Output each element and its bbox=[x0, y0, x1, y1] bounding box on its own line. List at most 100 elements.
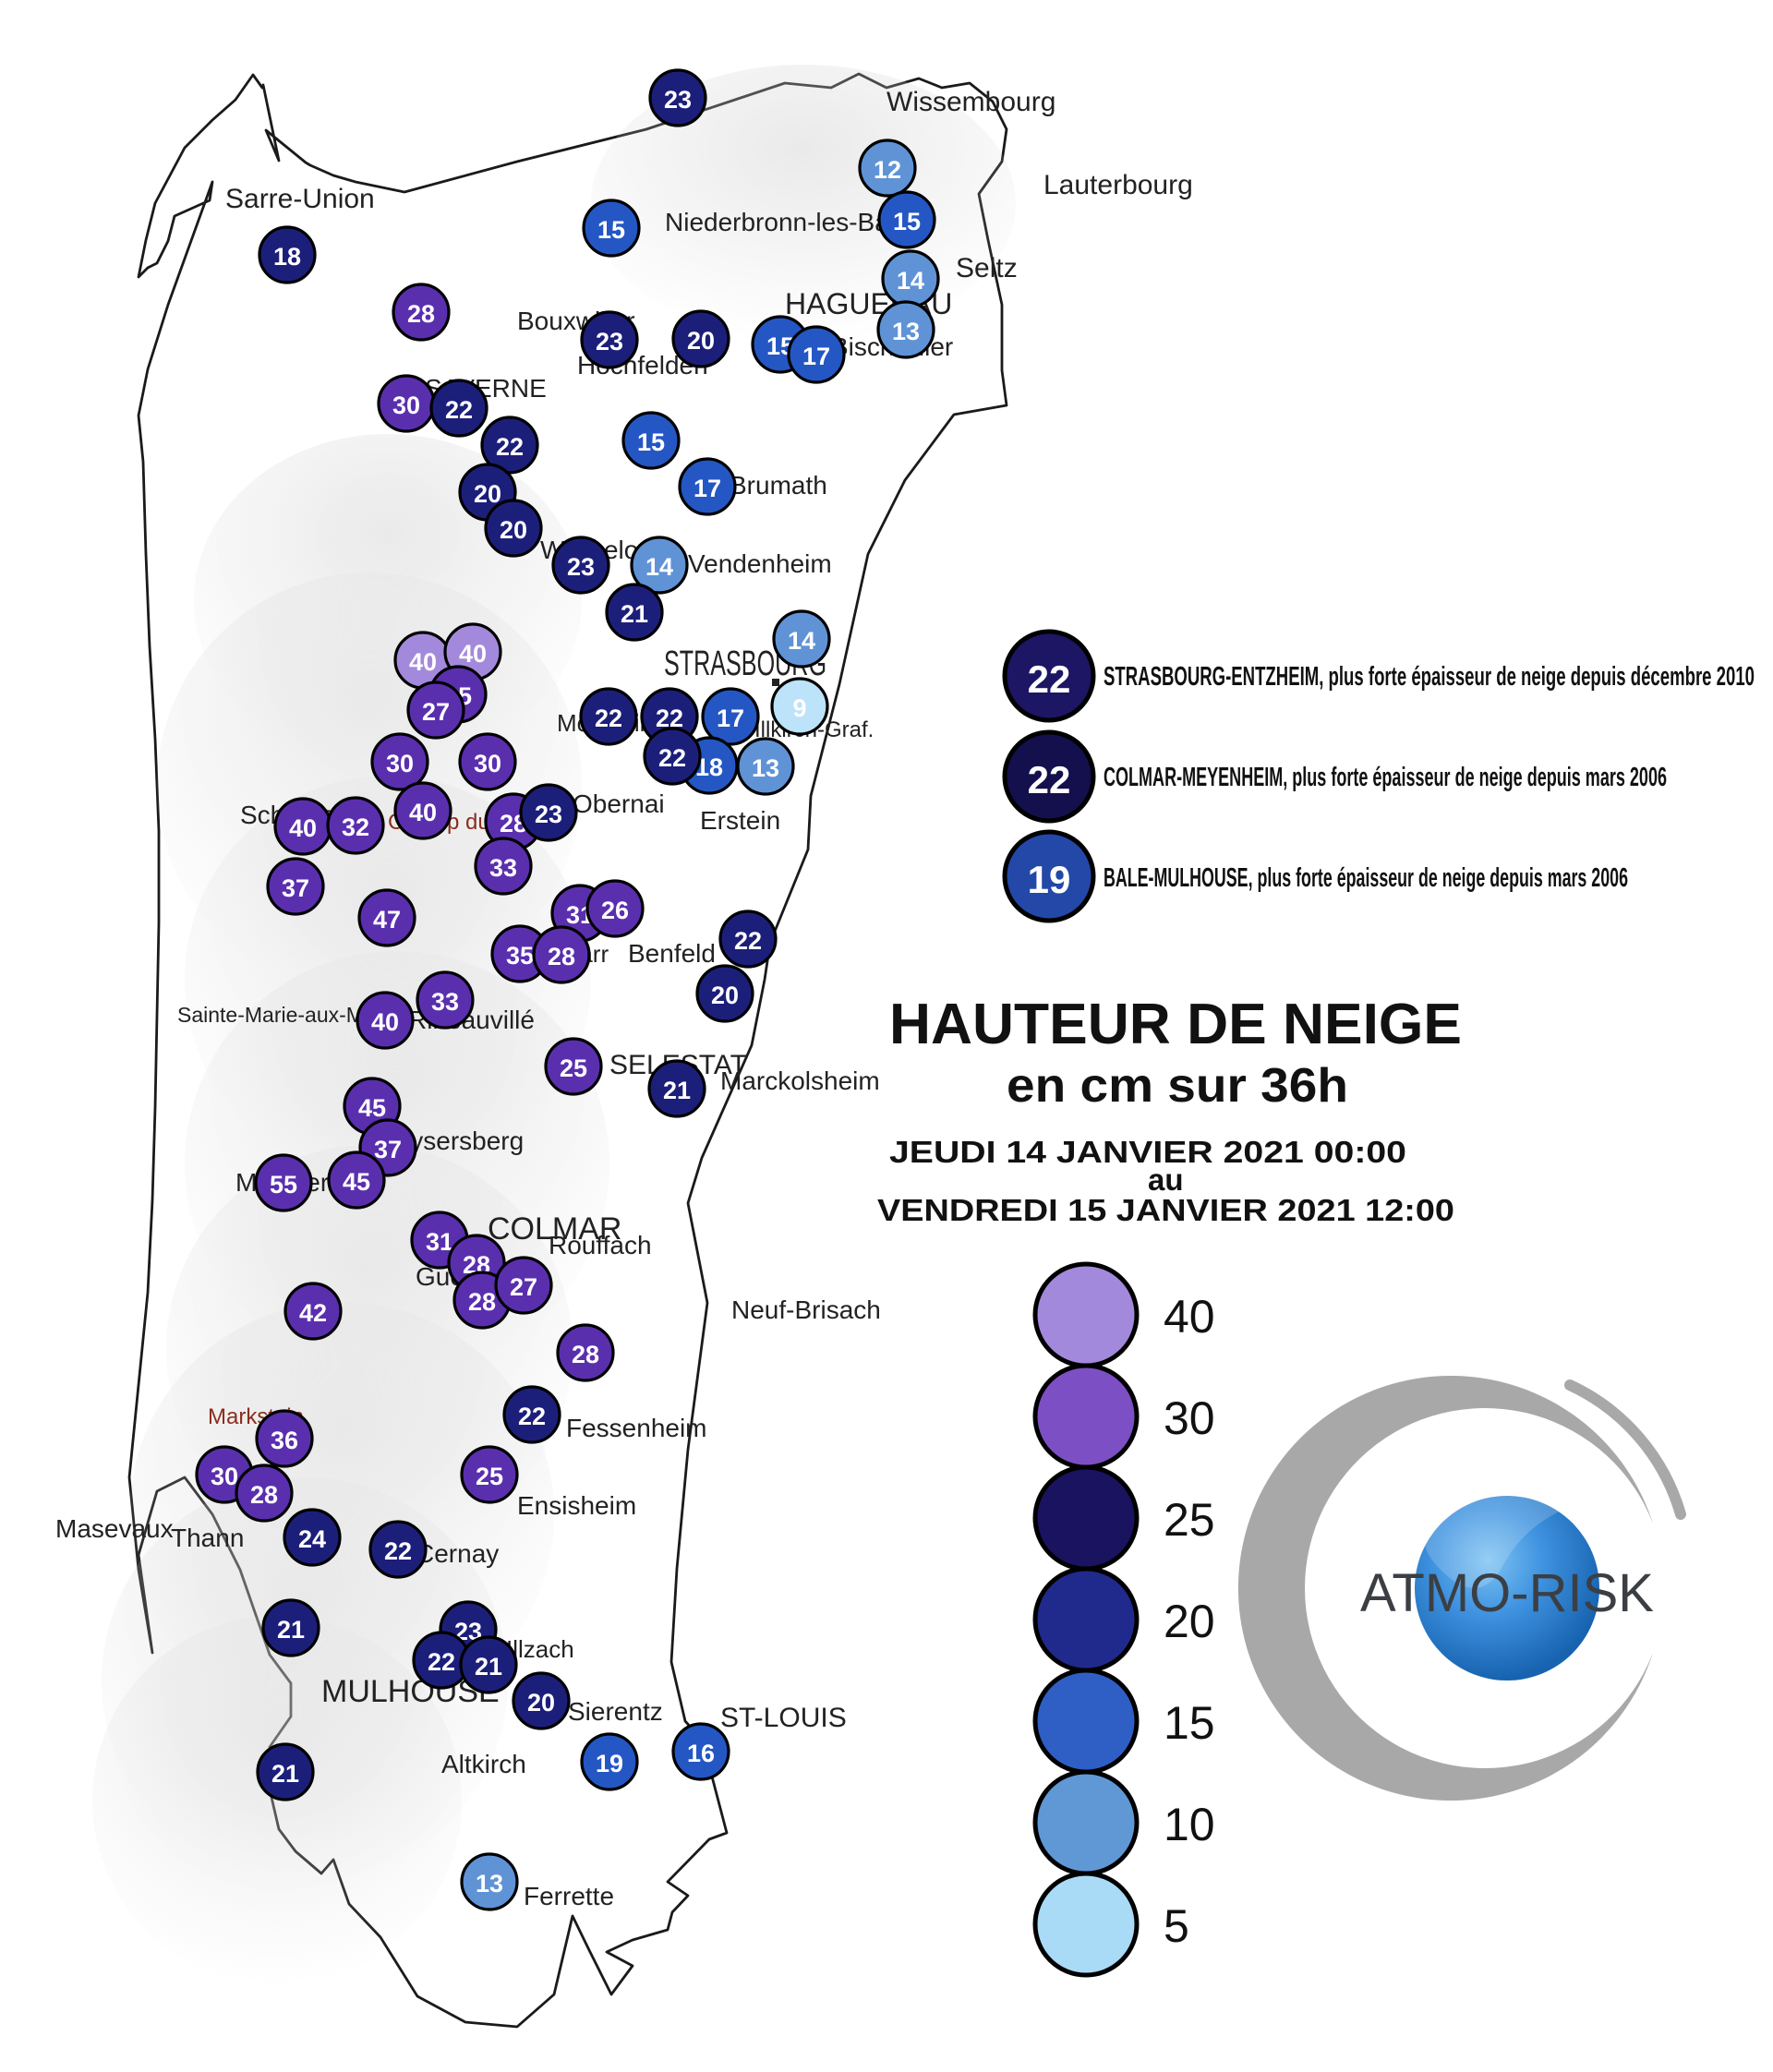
svg-text:22: 22 bbox=[445, 396, 473, 424]
svg-text:22: 22 bbox=[658, 744, 686, 772]
svg-text:32: 32 bbox=[342, 813, 369, 841]
svg-text:Vendenheim: Vendenheim bbox=[688, 549, 832, 578]
svg-text:25: 25 bbox=[560, 1054, 587, 1082]
svg-text:VENDREDI 15 JANVIER 2021 12:00: VENDREDI 15 JANVIER 2021 12:00 bbox=[877, 1193, 1454, 1227]
svg-text:33: 33 bbox=[489, 854, 517, 882]
svg-text:22: 22 bbox=[518, 1403, 546, 1430]
svg-text:55: 55 bbox=[270, 1171, 297, 1199]
svg-text:45: 45 bbox=[343, 1168, 370, 1196]
svg-text:40: 40 bbox=[289, 814, 317, 842]
svg-text:22: 22 bbox=[734, 927, 762, 955]
svg-text:40: 40 bbox=[409, 799, 437, 826]
svg-text:Fessenheim: Fessenheim bbox=[566, 1414, 707, 1442]
svg-text:21: 21 bbox=[621, 600, 648, 628]
svg-text:40: 40 bbox=[459, 640, 487, 668]
svg-text:22: 22 bbox=[384, 1537, 412, 1565]
svg-text:15: 15 bbox=[893, 208, 921, 235]
svg-text:Sarre-Union: Sarre-Union bbox=[225, 184, 375, 214]
svg-text:28: 28 bbox=[468, 1288, 496, 1316]
svg-text:30: 30 bbox=[386, 750, 414, 777]
svg-text:BALE-MULHOUSE, plus forte épai: BALE-MULHOUSE, plus forte épaisseur de n… bbox=[1104, 863, 1628, 893]
svg-text:Obernai: Obernai bbox=[573, 789, 665, 818]
svg-text:Altkirch: Altkirch bbox=[441, 1750, 526, 1778]
svg-text:14: 14 bbox=[788, 627, 815, 655]
svg-text:36: 36 bbox=[271, 1427, 298, 1454]
svg-text:26: 26 bbox=[601, 897, 629, 924]
svg-text:13: 13 bbox=[476, 1870, 503, 1897]
svg-text:STRASBOURG-ENTZHEIM, plus fort: STRASBOURG-ENTZHEIM, plus forte épaisseu… bbox=[1104, 662, 1755, 692]
svg-text:40: 40 bbox=[1164, 1291, 1215, 1343]
svg-text:35: 35 bbox=[506, 942, 534, 970]
svg-text:Benfeld: Benfeld bbox=[628, 939, 716, 968]
svg-text:15: 15 bbox=[597, 216, 625, 244]
svg-text:16: 16 bbox=[687, 1740, 715, 1767]
svg-text:22: 22 bbox=[1028, 758, 1071, 801]
svg-text:22: 22 bbox=[496, 433, 524, 461]
svg-text:au: au bbox=[1148, 1162, 1184, 1197]
svg-text:13: 13 bbox=[752, 754, 779, 782]
svg-text:21: 21 bbox=[277, 1616, 305, 1644]
svg-text:40: 40 bbox=[371, 1008, 399, 1036]
svg-text:30: 30 bbox=[392, 392, 420, 419]
svg-text:23: 23 bbox=[535, 801, 562, 828]
svg-text:23: 23 bbox=[567, 553, 595, 581]
svg-text:17: 17 bbox=[802, 343, 830, 370]
svg-text:28: 28 bbox=[250, 1481, 278, 1509]
svg-text:20: 20 bbox=[527, 1689, 555, 1717]
svg-text:21: 21 bbox=[475, 1653, 502, 1680]
svg-text:47: 47 bbox=[373, 906, 401, 934]
svg-text:19: 19 bbox=[1028, 858, 1071, 901]
svg-text:22: 22 bbox=[428, 1648, 455, 1676]
svg-text:15: 15 bbox=[1164, 1697, 1215, 1749]
svg-text:30: 30 bbox=[211, 1463, 238, 1490]
svg-text:ST-LOUIS: ST-LOUIS bbox=[720, 1703, 847, 1733]
svg-text:42: 42 bbox=[299, 1299, 327, 1327]
svg-text:28: 28 bbox=[548, 943, 575, 970]
svg-text:17: 17 bbox=[717, 705, 744, 732]
svg-text:Cernay: Cernay bbox=[416, 1539, 499, 1568]
svg-text:14: 14 bbox=[897, 267, 924, 295]
svg-text:Ensisheim: Ensisheim bbox=[517, 1491, 636, 1520]
svg-text:Thann: Thann bbox=[171, 1524, 244, 1552]
svg-text:25: 25 bbox=[476, 1463, 503, 1490]
svg-text:COLMAR-MEYENHEIM, plus forte é: COLMAR-MEYENHEIM, plus forte épaisseur d… bbox=[1104, 763, 1667, 792]
svg-text:Marckolsheim: Marckolsheim bbox=[720, 1066, 880, 1095]
svg-text:14: 14 bbox=[645, 553, 673, 581]
svg-text:Ferrette: Ferrette bbox=[524, 1882, 614, 1910]
svg-text:Erstein: Erstein bbox=[700, 806, 780, 835]
svg-text:28: 28 bbox=[572, 1341, 599, 1368]
svg-text:20: 20 bbox=[1164, 1596, 1215, 1647]
svg-text:22: 22 bbox=[595, 705, 622, 732]
svg-text:40: 40 bbox=[409, 648, 437, 676]
svg-text:23: 23 bbox=[664, 86, 692, 114]
svg-text:31: 31 bbox=[426, 1228, 453, 1256]
svg-text:ATMO-RISK: ATMO-RISK bbox=[1360, 1563, 1654, 1623]
svg-text:Brumath: Brumath bbox=[730, 471, 827, 500]
svg-text:Wissembourg: Wissembourg bbox=[886, 87, 1055, 117]
svg-text:15: 15 bbox=[637, 428, 665, 456]
svg-text:28: 28 bbox=[407, 300, 435, 328]
svg-text:45: 45 bbox=[358, 1094, 386, 1122]
svg-text:37: 37 bbox=[374, 1136, 402, 1163]
svg-text:18: 18 bbox=[273, 243, 301, 271]
svg-text:30: 30 bbox=[1164, 1392, 1215, 1444]
svg-text:19: 19 bbox=[596, 1750, 623, 1777]
svg-text:27: 27 bbox=[510, 1273, 537, 1301]
svg-text:37: 37 bbox=[282, 874, 309, 902]
svg-text:27: 27 bbox=[422, 698, 450, 726]
svg-text:21: 21 bbox=[271, 1760, 299, 1788]
svg-text:17: 17 bbox=[694, 475, 721, 502]
svg-text:5: 5 bbox=[1164, 1900, 1189, 1952]
svg-text:en cm sur 36h: en cm sur 36h bbox=[1007, 1059, 1348, 1113]
svg-text:Masevaux: Masevaux bbox=[55, 1514, 174, 1543]
svg-text:Rouffach: Rouffach bbox=[549, 1231, 652, 1259]
svg-text:13: 13 bbox=[892, 318, 920, 345]
svg-text:Neuf-Brisach: Neuf-Brisach bbox=[731, 1295, 881, 1324]
svg-text:24: 24 bbox=[298, 1525, 326, 1553]
svg-text:10: 10 bbox=[1164, 1799, 1215, 1850]
svg-text:20: 20 bbox=[474, 480, 501, 508]
svg-text:20: 20 bbox=[500, 516, 527, 544]
svg-text:20: 20 bbox=[711, 982, 739, 1009]
svg-text:22: 22 bbox=[1028, 657, 1071, 701]
svg-text:9: 9 bbox=[792, 694, 806, 722]
